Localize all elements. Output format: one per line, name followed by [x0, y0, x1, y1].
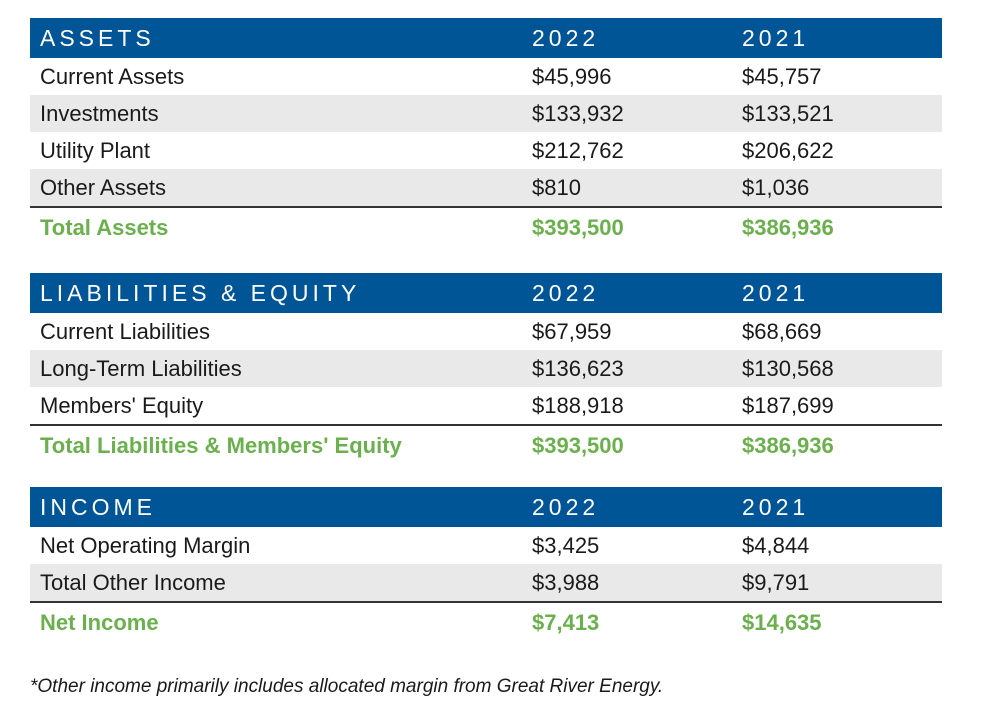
- table-row: Net Operating Margin $3,425 $4,844: [30, 527, 942, 564]
- liabilities-col-2021: 2021: [742, 280, 810, 306]
- table-row: Members' Equity $188,918 $187,699: [30, 387, 942, 424]
- total-label: Net Income: [40, 610, 159, 635]
- row-label: Long-Term Liabilities: [40, 356, 242, 381]
- table-row: Total Other Income $3,988 $9,791: [30, 564, 942, 601]
- table-row: Other Assets $810 $1,036: [30, 169, 942, 206]
- assets-heading: ASSETS: [40, 25, 155, 51]
- row-label: Investments: [40, 101, 159, 126]
- income-col-2021: 2021: [742, 494, 810, 520]
- row-value-2022: $3,425: [532, 533, 600, 558]
- row-value-2022: $67,959: [532, 319, 612, 344]
- row-value-2022: $810: [532, 175, 581, 200]
- row-label: Members' Equity: [40, 393, 204, 418]
- total-value-2021: $386,936: [742, 433, 834, 458]
- liabilities-heading: LIABILITIES & EQUITY: [40, 280, 361, 306]
- row-value-2021: $68,669: [742, 319, 822, 344]
- liabilities-header: LIABILITIES & EQUITY 2022 2021: [30, 273, 942, 313]
- row-label: Net Operating Margin: [40, 533, 251, 558]
- row-value-2021: $130,568: [742, 356, 834, 381]
- assets-table: ASSETS 2022 2021 Current Assets $45,996 …: [30, 18, 942, 251]
- row-label: Current Assets: [40, 64, 185, 89]
- row-label: Current Liabilities: [40, 319, 210, 344]
- total-row: Total Liabilities & Members' Equity $393…: [30, 424, 942, 469]
- total-value-2022: $393,500: [532, 433, 624, 458]
- row-value-2022: $3,988: [532, 570, 600, 595]
- table-row: Long-Term Liabilities $136,623 $130,568: [30, 350, 942, 387]
- row-label: Total Other Income: [40, 570, 226, 595]
- income-table: INCOME 2022 2021 Net Operating Margin $3…: [30, 487, 942, 646]
- row-value-2021: $133,521: [742, 101, 834, 126]
- table-row: Utility Plant $212,762 $206,622: [30, 132, 942, 169]
- income-header: INCOME 2022 2021: [30, 487, 942, 527]
- total-row: Total Assets $393,500 $386,936: [30, 206, 942, 251]
- table-row: Investments $133,932 $133,521: [30, 95, 942, 132]
- table-row: Current Liabilities $67,959 $68,669: [30, 313, 942, 350]
- row-value-2021: $4,844: [742, 533, 810, 558]
- row-value-2021: $187,699: [742, 393, 834, 418]
- row-value-2021: $1,036: [742, 175, 810, 200]
- row-label: Other Assets: [40, 175, 166, 200]
- total-row: Net Income $7,413 $14,635: [30, 601, 942, 646]
- total-label: Total Liabilities & Members' Equity: [40, 433, 402, 458]
- row-value-2022: $136,623: [532, 356, 624, 381]
- liabilities-col-2022: 2022: [532, 280, 600, 306]
- row-value-2022: $45,996: [532, 64, 612, 89]
- total-value-2022: $393,500: [532, 215, 624, 240]
- row-value-2021: $206,622: [742, 138, 834, 163]
- income-heading: INCOME: [40, 494, 156, 520]
- footnote: *Other income primarily includes allocat…: [30, 676, 664, 697]
- row-value-2022: $188,918: [532, 393, 624, 418]
- row-value-2021: $9,791: [742, 570, 810, 595]
- total-value-2021: $386,936: [742, 215, 834, 240]
- income-col-2022: 2022: [532, 494, 600, 520]
- table-row: Current Assets $45,996 $45,757: [30, 58, 942, 95]
- row-value-2021: $45,757: [742, 64, 822, 89]
- total-value-2021: $14,635: [742, 610, 822, 635]
- assets-header: ASSETS 2022 2021: [30, 18, 942, 58]
- row-value-2022: $133,932: [532, 101, 624, 126]
- liabilities-table: LIABILITIES & EQUITY 2022 2021 Current L…: [30, 273, 942, 469]
- total-label: Total Assets: [40, 215, 169, 240]
- assets-col-2021: 2021: [742, 25, 810, 51]
- row-value-2022: $212,762: [532, 138, 624, 163]
- row-label: Utility Plant: [40, 138, 151, 163]
- total-value-2022: $7,413: [532, 610, 600, 635]
- assets-col-2022: 2022: [532, 25, 600, 51]
